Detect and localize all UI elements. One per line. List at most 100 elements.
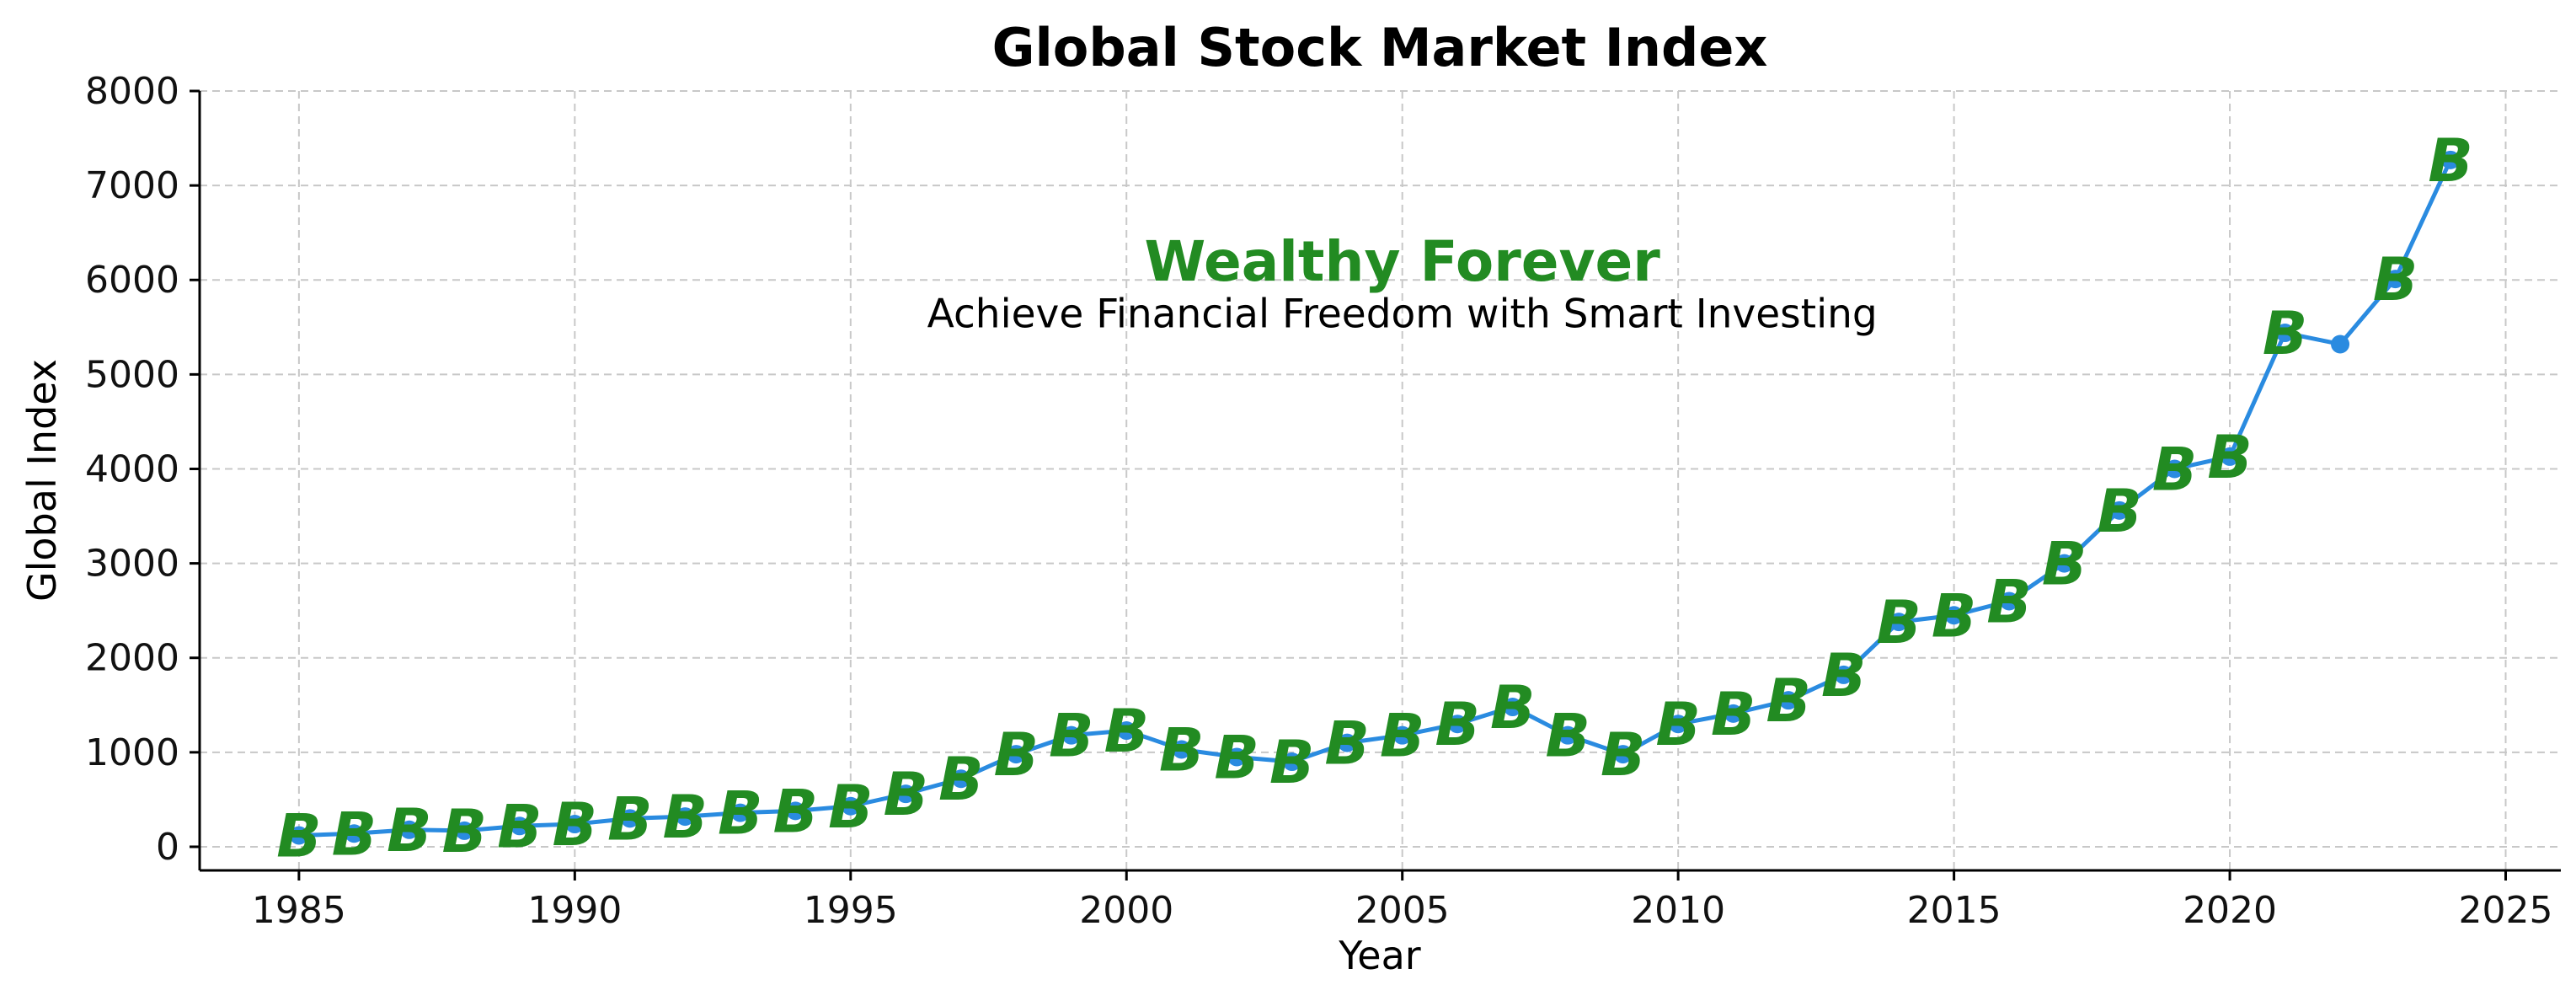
data-point-marker-label: B: [1049, 702, 1093, 771]
data-point-marker-label: B: [663, 783, 708, 852]
data-point-marker-label: B: [2152, 435, 2197, 504]
y-axis-label: Global Index: [19, 359, 65, 602]
series-points-group: [289, 150, 2461, 845]
data-point-marker-label: B: [1986, 567, 2031, 636]
data-point: [1117, 721, 1136, 741]
data-point: [1779, 691, 1798, 710]
data-point-marker-label: B: [718, 779, 762, 848]
x-tick-label: 2015: [1907, 889, 2001, 932]
data-point: [1724, 704, 1743, 723]
data-point-marker-label: B: [884, 760, 928, 829]
data-point: [1944, 606, 1964, 625]
data-point-marker-label: B: [332, 800, 377, 869]
x-tick-label: 2025: [2459, 889, 2553, 932]
data-point: [345, 824, 364, 843]
data-point: [1172, 740, 1191, 759]
data-point-marker-label: B: [2373, 245, 2418, 314]
data-point: [289, 826, 308, 845]
data-point: [1834, 665, 1853, 684]
x-axis-label: Year: [1338, 933, 1420, 978]
data-point-marker-label: B: [773, 777, 818, 846]
data-point: [676, 807, 695, 827]
data-point-marker-label: B: [1932, 581, 1976, 650]
data-point: [951, 769, 970, 789]
x-tick-label: 2010: [1631, 889, 1725, 932]
x-tick-label: 2000: [1079, 889, 1173, 932]
data-point: [1503, 698, 1522, 717]
y-tick-label: 6000: [85, 259, 179, 302]
annotation: Wealthy Forever Achieve Financial Freedo…: [927, 229, 1878, 338]
data-point-marker-label: B: [994, 720, 1039, 790]
data-point-marker-label: B: [1435, 690, 1480, 759]
data-point: [1007, 745, 1026, 764]
data-point: [455, 821, 474, 840]
data-point: [2386, 270, 2405, 289]
data-point-marker-label: B: [1766, 666, 1810, 736]
data-point-marker-label: B: [497, 792, 542, 861]
data-point-marker-label: B: [2042, 530, 2087, 599]
data-point-marker-label: B: [1380, 702, 1424, 771]
data-point: [730, 803, 750, 822]
data-point: [1448, 715, 1467, 734]
data-point-marker-label: B: [2263, 299, 2307, 368]
data-point-marker-label: B: [2097, 477, 2141, 546]
data-point-marker-label: B: [1104, 697, 1149, 766]
data-point: [2275, 324, 2295, 343]
data-point-marker-label: B: [1325, 709, 1370, 779]
grid-lines: [200, 90, 2561, 870]
data-point-marker-label: B: [1821, 641, 1866, 710]
data-point-marker-label: B: [607, 784, 652, 854]
y-tick-label: 0: [156, 826, 179, 869]
data-point: [786, 801, 805, 821]
data-point: [2441, 150, 2461, 169]
annotation-subtitle: Achieve Financial Freedom with Smart Inv…: [927, 291, 1878, 337]
data-point: [1613, 745, 1633, 764]
y-axis-ticks: 0 1000 2000 3000 4000 5000 6000 7000 8000: [85, 70, 200, 869]
x-axis-ticks: 1985 1990 1995 2000 2005 2010 2015 2020 2025: [252, 870, 2553, 932]
data-point: [1227, 747, 1247, 767]
data-point: [2110, 500, 2130, 520]
data-point: [1669, 715, 1688, 734]
data-point: [1338, 733, 1357, 752]
series-line: [298, 158, 2453, 838]
data-point-marker-label: B: [2428, 126, 2472, 195]
x-tick-label: 1985: [252, 889, 346, 932]
y-tick-label: 8000: [85, 70, 179, 113]
data-point: [620, 809, 639, 828]
data-point: [2055, 554, 2074, 573]
data-point-marker-label: B: [938, 745, 983, 814]
data-point-marker-label: B: [387, 796, 431, 865]
data-point-marker-label: B: [1159, 715, 1204, 784]
data-point: [841, 796, 860, 816]
data-point: [2000, 592, 2019, 611]
data-point-marker-label: B: [1876, 588, 1921, 657]
series-line-group: [298, 158, 2453, 838]
x-tick-label: 2020: [2183, 889, 2277, 932]
annotation-title: Wealthy Forever: [1145, 229, 1661, 294]
data-point-marker-label: B: [1269, 728, 1314, 797]
data-point: [896, 784, 916, 804]
data-point-marker-label: B: [553, 790, 597, 859]
x-tick-label: 1995: [804, 889, 898, 932]
data-point-marker-label: B: [2207, 423, 2252, 492]
data-point-marker-label: B: [1215, 723, 1259, 792]
data-point: [1061, 725, 1081, 745]
data-point-marker-label: B: [1545, 702, 1590, 771]
data-point: [2165, 459, 2184, 479]
data-point-marker-label: B: [828, 773, 873, 842]
chart-title: Global Stock Market Index: [992, 17, 1768, 78]
data-point-marker-label: B: [1490, 673, 1535, 742]
y-tick-label: 2000: [85, 637, 179, 680]
data-point: [565, 815, 585, 834]
data-point-marker-label: B: [1655, 690, 1700, 759]
data-point: [1282, 752, 1301, 772]
data-point-marker-label: B: [1601, 720, 1645, 790]
data-point-marker-label: B: [442, 797, 487, 866]
x-tick-label: 1990: [527, 889, 622, 932]
data-point: [510, 816, 529, 836]
data-point-marker-label: B: [1711, 680, 1756, 749]
data-point: [1889, 613, 1909, 632]
data-point-marker-label: B: [276, 802, 321, 871]
